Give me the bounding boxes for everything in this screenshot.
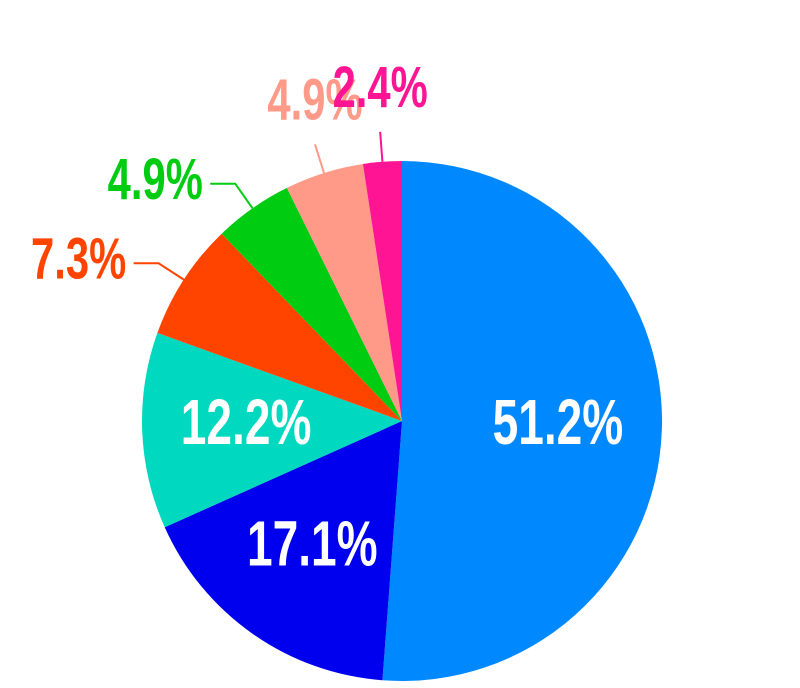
pie-slice	[362, 161, 402, 421]
slice-label: 17.1%	[247, 508, 378, 579]
slice-label: 12.2%	[181, 386, 312, 457]
pie-slice	[286, 163, 402, 421]
slice-label: 7.3%	[31, 226, 126, 291]
leader-line	[379, 131, 384, 162]
pie-slice	[382, 161, 663, 681]
slice-label: 51.2%	[493, 386, 624, 457]
pie-slice	[221, 187, 402, 421]
pie-slice	[141, 332, 402, 528]
pie-slice	[164, 421, 402, 681]
slice-label: 4.9%	[267, 67, 362, 132]
slice-label: 4.9%	[108, 146, 203, 211]
slice-label: 2.4%	[333, 54, 428, 119]
pie-slice	[157, 233, 402, 421]
leader-line	[133, 262, 185, 281]
leader-line	[314, 144, 325, 174]
leader-line	[210, 182, 254, 209]
